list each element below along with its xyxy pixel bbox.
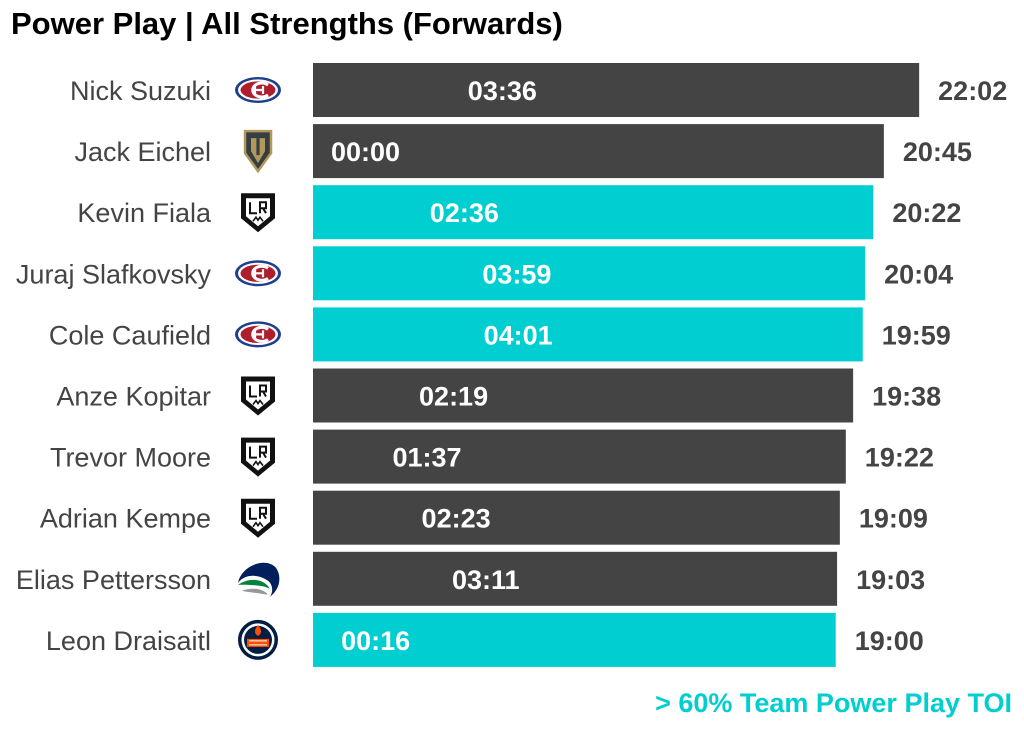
pp-toi-label: 03:36	[468, 76, 537, 106]
bar	[313, 551, 838, 606]
total-toi-label: 20:45	[903, 137, 972, 167]
player-name-label: Leon Draisaitl	[46, 626, 211, 656]
bar-row: Elias Pettersson 03:11 19:03	[16, 551, 925, 606]
bar	[313, 246, 866, 301]
player-name-label: Nick Suzuki	[70, 76, 211, 106]
player-name-label: Cole Caufield	[49, 320, 211, 350]
legend-note: > 60% Team Power Play TOI	[655, 688, 1012, 718]
total-toi-label: 19:09	[859, 504, 928, 534]
bar-row: Juraj Slafkovsky 03:59 20:04	[16, 246, 953, 301]
total-toi-label: 20:22	[892, 198, 961, 228]
pp-toi-label: 04:01	[484, 320, 553, 350]
golden-knights-logo-icon	[243, 129, 273, 174]
bar-row: Leon Draisaitl 00:16 19:00	[46, 612, 924, 667]
pp-toi-label: 02:19	[419, 382, 488, 412]
bar	[313, 490, 840, 545]
kings-logo-icon	[241, 498, 275, 538]
player-name-label: Juraj Slafkovsky	[16, 259, 212, 289]
bar	[313, 63, 920, 117]
pp-toi-label: 03:59	[482, 259, 551, 289]
player-name-label: Anze Kopitar	[56, 382, 211, 412]
bar	[313, 185, 874, 240]
pp-toi-label: 00:00	[331, 137, 400, 167]
total-toi-label: 19:03	[856, 565, 925, 595]
bar	[313, 429, 846, 484]
bar-row: Nick Suzuki 03:36 22:02	[70, 63, 1007, 117]
kings-logo-icon	[241, 193, 275, 233]
pp-toi-label: 01:37	[392, 443, 461, 473]
total-toi-label: 19:00	[855, 626, 924, 656]
bar-row: Kevin Fiala 02:36 20:22	[77, 185, 961, 240]
oilers-logo-icon	[238, 619, 278, 660]
player-name-label: Jack Eichel	[74, 137, 211, 167]
chart-title: Power Play | All Strengths (Forwards)	[11, 6, 563, 41]
pp-toi-label: 02:36	[430, 198, 499, 228]
total-toi-label: 19:22	[865, 443, 934, 473]
pp-toi-label: 02:23	[422, 504, 491, 534]
player-name-label: Elias Pettersson	[16, 565, 211, 595]
habs-logo-icon	[235, 321, 281, 348]
player-name-label: Adrian Kempe	[40, 504, 211, 534]
canucks-logo-icon	[238, 562, 280, 597]
habs-logo-icon	[235, 77, 281, 103]
total-toi-label: 20:04	[884, 259, 953, 289]
bar-row: Trevor Moore 01:37 19:22	[50, 429, 934, 484]
kings-logo-icon	[241, 437, 275, 477]
bar	[313, 307, 863, 362]
habs-logo-icon	[235, 260, 281, 287]
bar-row: Jack Eichel 00:00 20:45	[74, 124, 972, 179]
bar	[313, 612, 836, 667]
player-name-label: Trevor Moore	[50, 443, 211, 473]
bar-row: Anze Kopitar 02:19 19:38	[56, 368, 941, 423]
bar-row: Cole Caufield 04:01 19:59	[49, 307, 951, 362]
total-toi-label: 22:02	[938, 76, 1007, 106]
kings-logo-icon	[241, 376, 275, 416]
total-toi-label: 19:59	[882, 320, 951, 350]
pp-toi-label: 00:16	[341, 626, 410, 656]
bar-row: Adrian Kempe 02:23 19:09	[40, 490, 928, 545]
bar	[313, 368, 854, 423]
bar	[313, 124, 884, 179]
pp-toi-label: 03:11	[452, 565, 520, 595]
total-toi-label: 19:38	[872, 382, 941, 412]
player-name-label: Kevin Fiala	[77, 198, 212, 228]
